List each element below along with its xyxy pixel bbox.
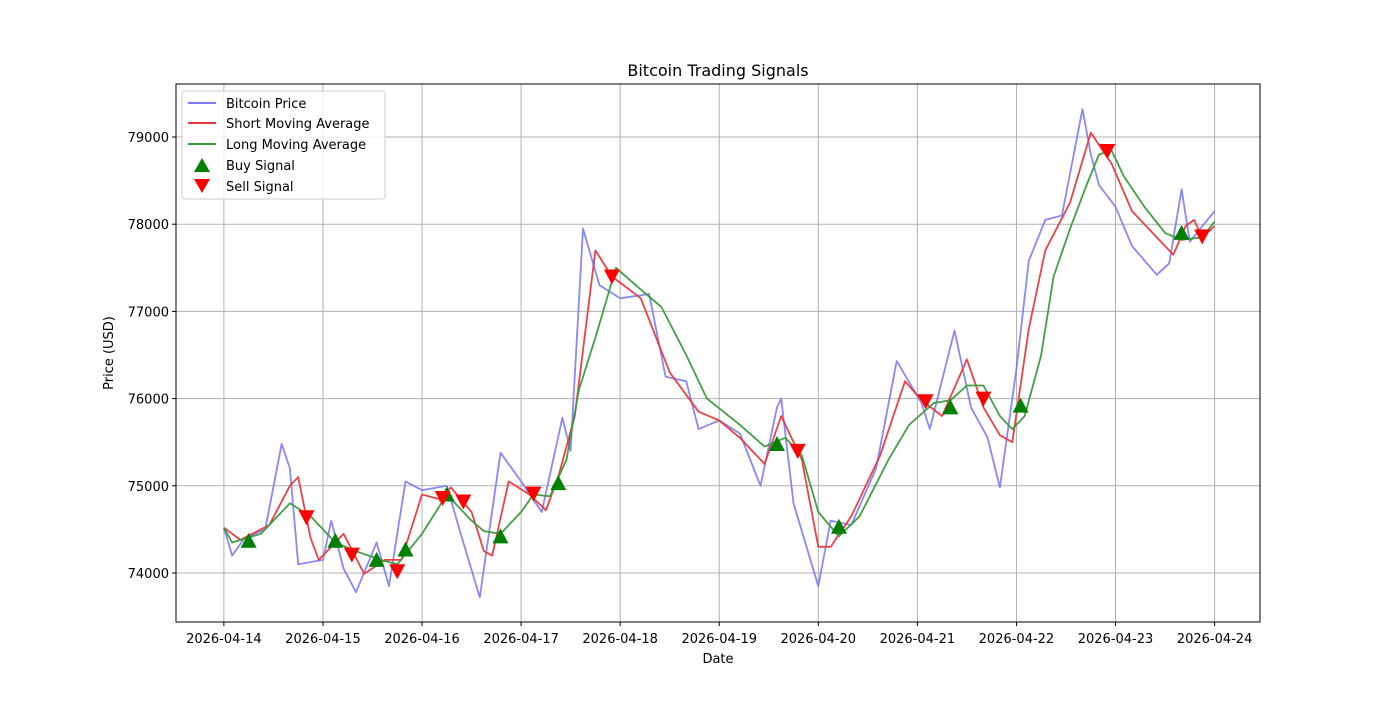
- signal-markers: [240, 143, 1211, 580]
- buy-signal-marker: [397, 541, 414, 557]
- chart-title: Bitcoin Trading Signals: [627, 61, 808, 80]
- y-tick-label: 78000: [128, 218, 169, 233]
- sell-signal-marker: [917, 394, 934, 410]
- sell-signal-marker: [343, 547, 360, 563]
- sell-signal-marker: [434, 491, 451, 507]
- y-tick-label: 75000: [128, 480, 169, 495]
- x-tick-label: 2026-04-15: [285, 632, 361, 647]
- legend-sell-label: Sell Signal: [226, 180, 294, 195]
- legend-sell-icon: [194, 179, 210, 193]
- legend: Bitcoin Price Short Moving Average Long …: [181, 90, 386, 200]
- legend-buy-icon: [194, 158, 210, 172]
- buy-signal-marker: [942, 399, 959, 415]
- legend-buy-label: Buy Signal: [226, 159, 295, 174]
- grid: [176, 84, 1260, 622]
- sell-signal-marker: [1099, 143, 1116, 159]
- y-tick-label: 77000: [128, 305, 169, 320]
- x-tick-label: 2026-04-23: [1078, 632, 1154, 647]
- buy-signal-marker: [492, 528, 509, 544]
- buy-signal-marker: [1012, 397, 1029, 413]
- legend-long-ma-label: Long Moving Average: [226, 138, 366, 153]
- sell-signal-marker: [389, 564, 406, 580]
- buy-signal-marker: [240, 532, 257, 548]
- x-tick-label: 2026-04-24: [1177, 632, 1253, 647]
- buy-signal-marker: [1173, 224, 1190, 240]
- x-tick-label: 2026-04-16: [384, 632, 460, 647]
- x-axis-label: Date: [702, 652, 733, 667]
- y-tick-label: 76000: [128, 393, 169, 408]
- legend-short-ma-label: Short Moving Average: [226, 117, 370, 132]
- buy-signal-marker: [769, 435, 786, 451]
- plot-series: [223, 108, 1216, 599]
- sell-signal-marker: [1194, 229, 1211, 245]
- x-tick-label: 2026-04-19: [681, 632, 757, 647]
- x-tick-label: 2026-04-17: [483, 632, 559, 647]
- y-tick-label: 79000: [128, 131, 169, 146]
- x-tick-label: 2026-04-21: [880, 632, 956, 647]
- y-tick-label: 74000: [128, 567, 169, 582]
- sell-signal-marker: [603, 269, 620, 285]
- buy-signal-marker: [327, 532, 344, 548]
- long-ma-line: [223, 149, 1216, 566]
- legend-box: [181, 90, 386, 200]
- sell-signal-marker: [298, 510, 315, 526]
- x-axis: 2026-04-14 2026-04-15 2026-04-16 2026-04-17…: [186, 622, 1252, 647]
- x-tick-label: 2026-04-20: [781, 632, 857, 647]
- short-ma-line: [223, 131, 1216, 575]
- y-axis-label: Price (USD): [102, 316, 117, 390]
- x-tick-label: 2026-04-14: [186, 632, 262, 647]
- sell-signal-marker: [455, 494, 472, 510]
- sell-signal-marker: [525, 486, 542, 502]
- sell-signal-marker: [975, 391, 992, 407]
- y-axis: 74000 75000 76000 77000 78000 79000: [128, 131, 176, 582]
- sell-signal-marker: [789, 443, 806, 459]
- buy-signal-marker: [550, 475, 567, 491]
- x-tick-label: 2026-04-22: [979, 632, 1055, 647]
- buy-signal-marker: [830, 518, 847, 534]
- buy-signal-marker: [368, 551, 385, 567]
- x-tick-label: 2026-04-18: [582, 632, 658, 647]
- axes-frame: [175, 83, 1261, 623]
- legend-price-label: Bitcoin Price: [226, 97, 306, 112]
